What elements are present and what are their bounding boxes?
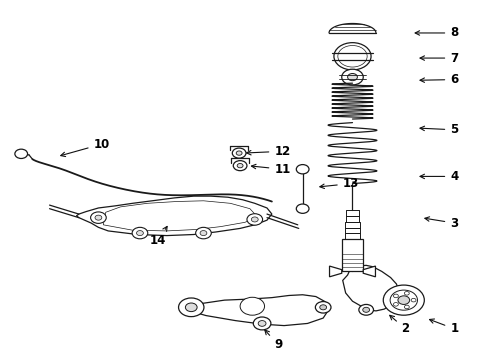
Polygon shape (363, 266, 375, 277)
Circle shape (233, 161, 247, 171)
Circle shape (137, 230, 144, 235)
Circle shape (91, 212, 106, 224)
Circle shape (338, 45, 367, 67)
Circle shape (236, 151, 242, 155)
Text: 14: 14 (150, 226, 167, 247)
Text: 12: 12 (246, 145, 291, 158)
Circle shape (95, 215, 102, 220)
Circle shape (390, 290, 417, 310)
Circle shape (334, 42, 371, 70)
Polygon shape (342, 239, 363, 271)
Circle shape (340, 47, 365, 65)
Circle shape (178, 298, 204, 317)
Circle shape (347, 73, 357, 81)
Text: 9: 9 (265, 330, 283, 351)
Circle shape (383, 285, 424, 315)
Circle shape (296, 204, 309, 213)
Circle shape (253, 317, 271, 330)
Circle shape (185, 303, 197, 312)
Circle shape (196, 227, 211, 239)
Text: 6: 6 (420, 73, 459, 86)
Text: 5: 5 (420, 123, 459, 136)
Circle shape (237, 163, 243, 168)
Text: 11: 11 (251, 163, 291, 176)
Circle shape (296, 165, 309, 174)
Circle shape (404, 292, 409, 295)
Circle shape (411, 298, 416, 302)
Circle shape (398, 296, 410, 305)
Polygon shape (184, 295, 329, 325)
Text: 4: 4 (420, 170, 459, 183)
Circle shape (343, 49, 362, 63)
Polygon shape (343, 265, 399, 311)
Text: 3: 3 (425, 216, 458, 230)
Circle shape (404, 305, 409, 309)
Polygon shape (103, 201, 257, 231)
Circle shape (393, 294, 398, 298)
Circle shape (200, 230, 207, 235)
Circle shape (316, 302, 331, 313)
Circle shape (251, 217, 258, 222)
Text: 1: 1 (430, 319, 458, 335)
Text: 2: 2 (390, 315, 410, 335)
Polygon shape (76, 196, 272, 235)
Circle shape (232, 148, 246, 158)
Circle shape (258, 320, 266, 326)
Text: 10: 10 (61, 138, 110, 157)
Circle shape (363, 307, 369, 312)
Circle shape (359, 305, 373, 315)
Circle shape (342, 69, 363, 85)
Circle shape (240, 297, 265, 315)
Circle shape (320, 305, 327, 310)
Text: 13: 13 (320, 177, 359, 190)
Text: 8: 8 (415, 27, 459, 40)
Circle shape (15, 149, 27, 158)
Circle shape (247, 214, 263, 225)
Circle shape (132, 227, 148, 239)
Circle shape (393, 302, 398, 306)
Text: 7: 7 (420, 51, 458, 64)
Circle shape (347, 53, 357, 60)
Polygon shape (330, 266, 342, 277)
Circle shape (345, 51, 360, 62)
